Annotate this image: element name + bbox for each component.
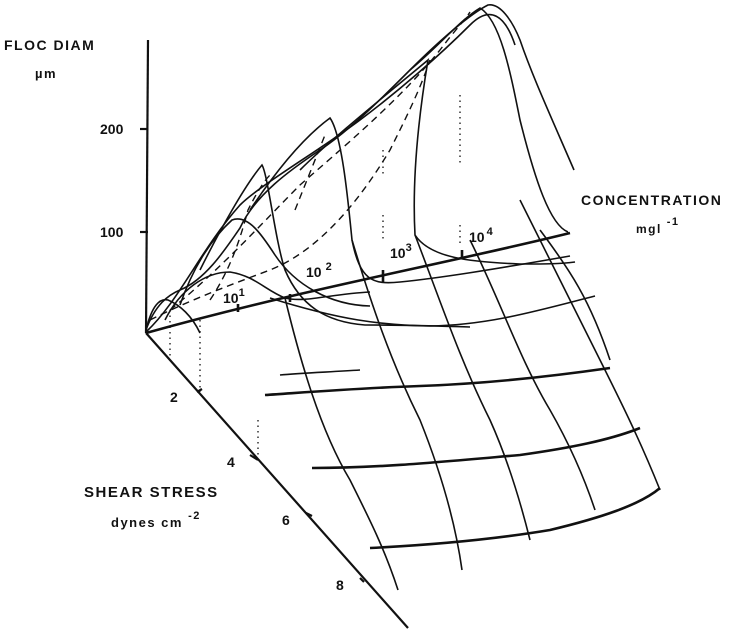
axes xyxy=(140,39,571,629)
grid-col-5 xyxy=(519,199,661,491)
grid-row-3 xyxy=(279,369,361,376)
peak-trace-line-4 xyxy=(294,134,326,211)
front-grid xyxy=(264,199,661,591)
shear-stress-tick-label-6: 6 xyxy=(282,512,290,528)
surface-top-envelope xyxy=(145,4,575,333)
drop-lines xyxy=(169,95,461,455)
grid-row-5 xyxy=(369,487,661,550)
concentration-unit-base: mgl xyxy=(636,222,662,236)
concentration-axis-title: CONCENTRATION xyxy=(581,192,722,208)
grid-col-3 xyxy=(414,234,531,541)
shear-stress-tick-label-8: 8 xyxy=(336,577,344,593)
concentration-tick-label-10000: 10 4 xyxy=(469,226,494,245)
floc-diam-axis xyxy=(144,39,150,334)
shear-stress-tick-label-2: 2 xyxy=(170,389,178,405)
peak-trace-line-2 xyxy=(169,11,471,311)
peak-trace-line-3 xyxy=(209,174,271,301)
grid-row-1 xyxy=(269,295,596,327)
floc-diam-tick-label-100: 100 xyxy=(100,224,124,240)
concentration-axis xyxy=(145,231,571,335)
concentration-curve-10 xyxy=(164,271,371,321)
shear-stress-tick-8 xyxy=(359,577,365,583)
shear-stress-axis xyxy=(145,332,409,629)
concentration-curve-1000 xyxy=(199,163,471,328)
concentration-curves xyxy=(145,7,576,334)
shear-stress-tick-2 xyxy=(196,388,203,393)
concentration-curve-3000 xyxy=(249,116,571,284)
shear-stress-tick-4 xyxy=(249,454,259,461)
grid-col-4 xyxy=(469,239,596,511)
concentration-axis-unit: mgl -1 xyxy=(636,216,679,236)
peak-trace xyxy=(149,11,471,321)
shear-stress-axis-title: SHEAR STRESS xyxy=(84,484,219,501)
shear-stress-tick-6 xyxy=(305,512,313,517)
concentration-tick-label-10: 101 xyxy=(223,287,245,306)
grid-col-1 xyxy=(284,297,399,591)
concentration-tick-label-100: 10 2 xyxy=(306,261,332,280)
concentration-curve-100 xyxy=(179,218,371,307)
floc-diam-axis-unit: µm xyxy=(35,66,57,81)
concentration-curve-1 xyxy=(145,298,201,334)
floc-diam-tick-label-200: 200 xyxy=(100,121,124,137)
shear-stress-axis-unit: dynes cm -2 xyxy=(111,510,201,530)
grid-col-6 xyxy=(539,229,611,361)
concentration-curve-top xyxy=(409,7,569,233)
concentration-tick-label-1000: 103 xyxy=(390,242,412,261)
floc-diam-axis-title: FLOC DIAM xyxy=(4,37,95,53)
grid-col-2 xyxy=(351,239,463,571)
shear-stress-tick-label-4: 4 xyxy=(227,454,235,470)
concentration-unit-exp: -1 xyxy=(667,216,680,228)
grid-row-2 xyxy=(264,366,611,397)
axis-labels: FLOC DIAM µm 200 100 2 4 6 8 SHEAR STRES… xyxy=(4,37,722,593)
grid-row-4 xyxy=(311,426,641,470)
shear-stress-unit-exp: -2 xyxy=(188,510,201,522)
shear-stress-unit-base: dynes cm xyxy=(111,515,183,530)
concentration-curve-10000 xyxy=(299,58,576,265)
ridge-envelope-inner xyxy=(145,13,516,333)
peak-trace-line xyxy=(149,59,431,321)
